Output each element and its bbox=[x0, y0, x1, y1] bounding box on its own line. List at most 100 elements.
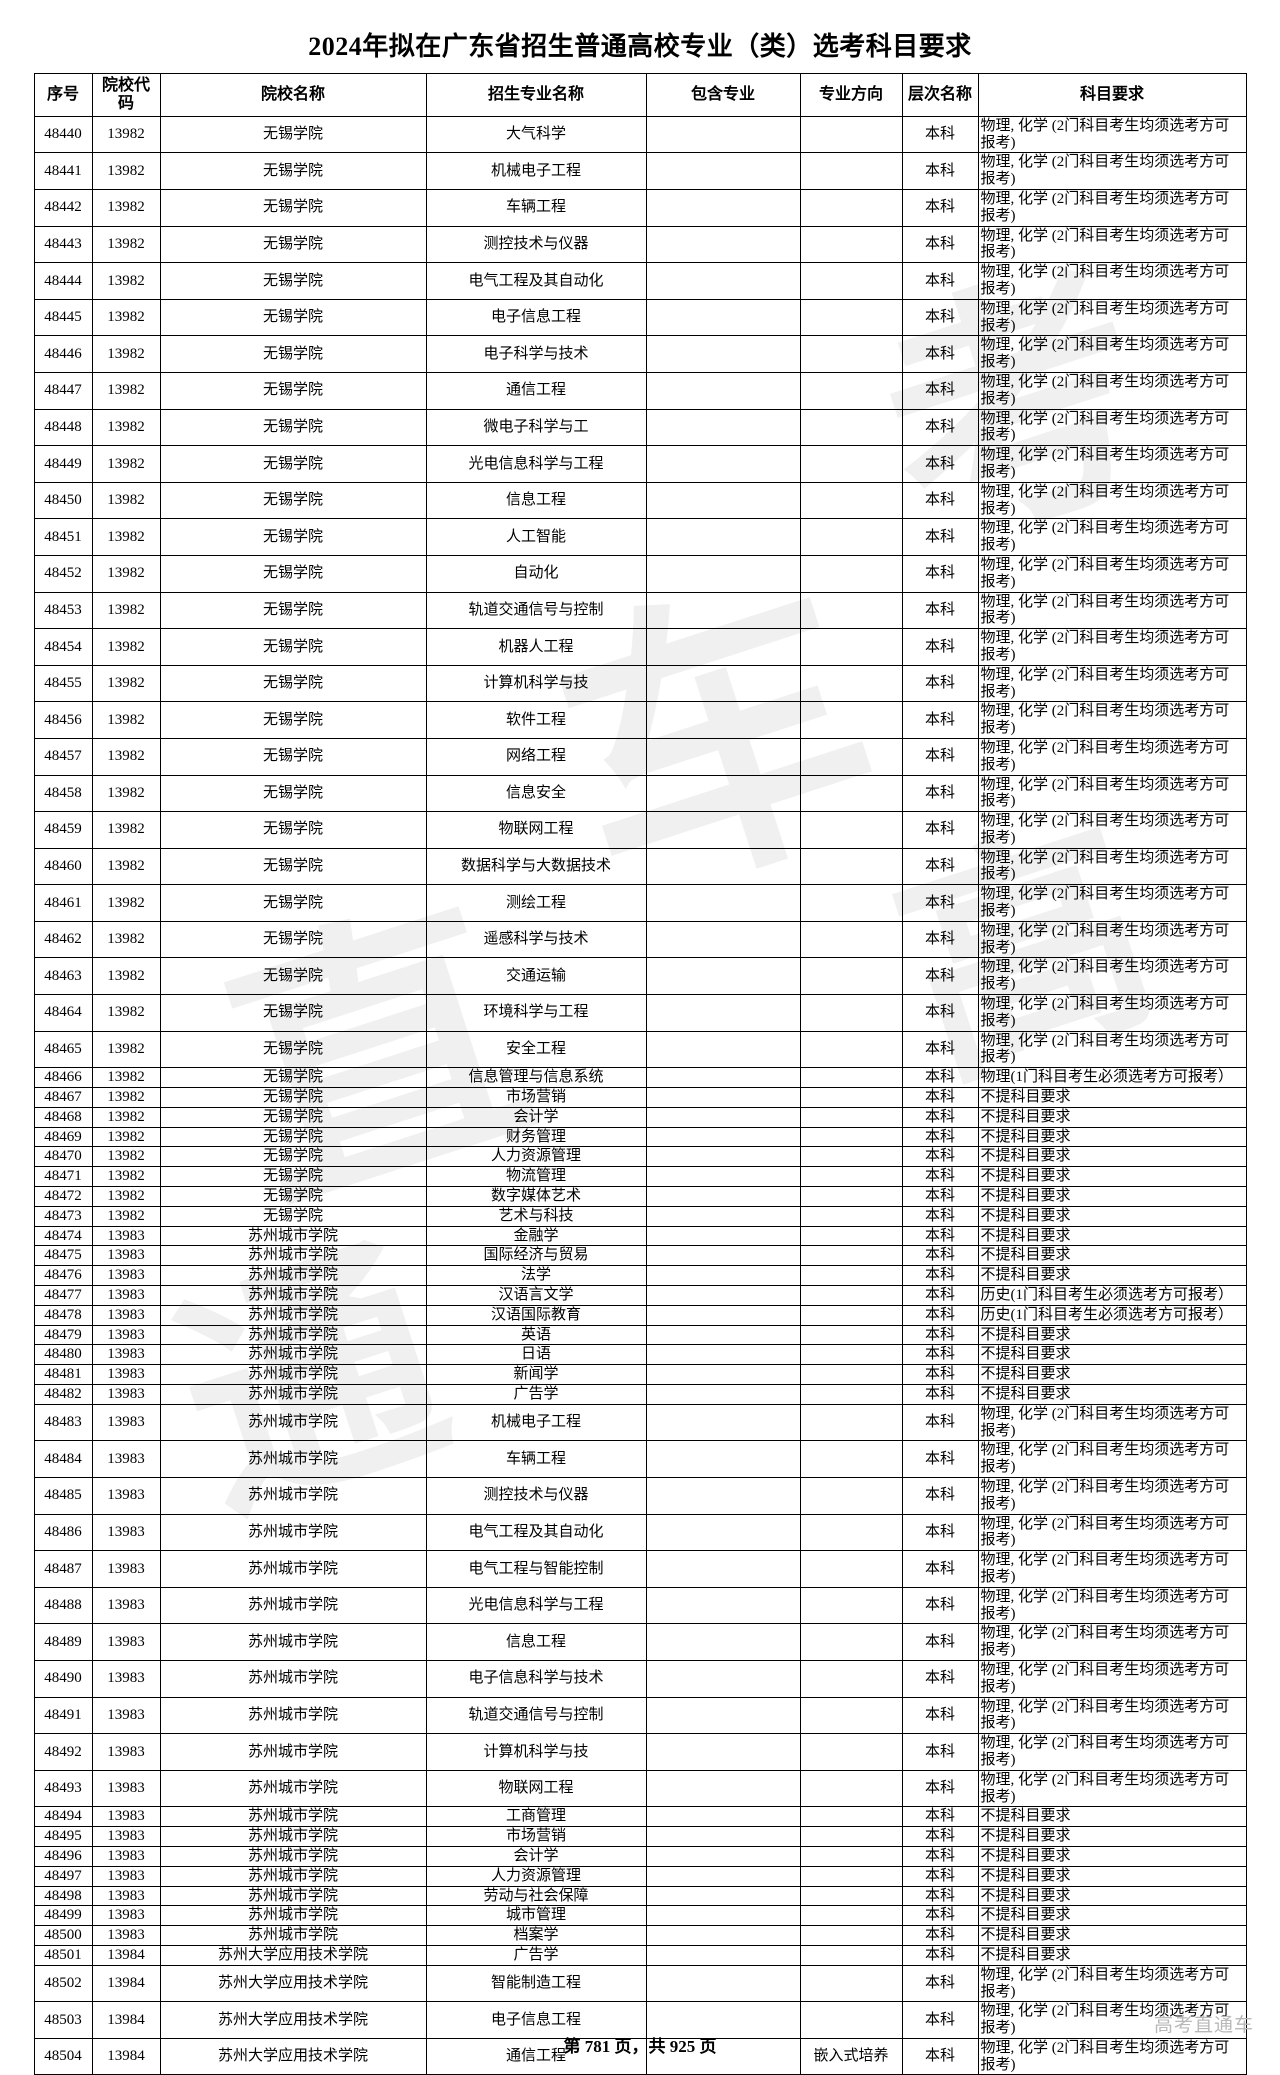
cell-major: 车辆工程 bbox=[425, 189, 647, 227]
table-row: 48471 13982 无锡学院 物流管理 本科 不提科目要求 bbox=[33, 1166, 1247, 1188]
cell-include bbox=[645, 1265, 801, 1287]
cell-major: 广告学 bbox=[425, 1944, 647, 1966]
cell-direction bbox=[799, 1845, 903, 1867]
cell-major: 人力资源管理 bbox=[425, 1865, 647, 1887]
cell-school: 无锡学院 bbox=[159, 1205, 427, 1227]
cell-level: 本科 bbox=[901, 1087, 979, 1108]
cell-seq: 48475 bbox=[33, 1245, 93, 1267]
cell-include bbox=[645, 554, 801, 593]
cell-level: 本科 bbox=[901, 1733, 979, 1771]
cell-seq: 48497 bbox=[33, 1865, 93, 1887]
cell-level: 本科 bbox=[901, 1384, 979, 1405]
cell-school: 苏州城市学院 bbox=[159, 1623, 427, 1661]
table-row: 48486 13983 苏州城市学院 电气工程及其自动化 本科 物理, 化学 (2门科目考… bbox=[33, 1513, 1247, 1552]
cell-school: 苏州城市学院 bbox=[159, 1513, 427, 1552]
cell-direction bbox=[799, 298, 903, 337]
cell-code: 13982 bbox=[91, 225, 161, 264]
cell-school: 无锡学院 bbox=[159, 1126, 427, 1148]
cell-code: 13982 bbox=[91, 445, 161, 483]
cell-requirement: 不提科目要求 bbox=[977, 1344, 1247, 1366]
cell-include bbox=[645, 481, 801, 520]
cell-major: 人力资源管理 bbox=[425, 1146, 647, 1168]
cell-seq: 48489 bbox=[33, 1623, 93, 1661]
cell-seq: 48451 bbox=[33, 518, 93, 556]
cell-seq: 48450 bbox=[33, 481, 93, 520]
cell-major: 新闻学 bbox=[425, 1364, 647, 1385]
table-row: 48451 13982 无锡学院 人工智能 本科 物理, 化学 (2门科目考生均须选考方可… bbox=[33, 518, 1247, 556]
cell-requirement: 物理, 化学 (2门科目考生均须选考方可报考) bbox=[977, 1440, 1247, 1478]
cell-level: 本科 bbox=[901, 628, 979, 666]
cell-major: 劳动与社会保障 bbox=[425, 1885, 647, 1907]
cell-include bbox=[645, 1205, 801, 1227]
cell-code: 13983 bbox=[91, 1265, 161, 1287]
table-row: 48478 13983 苏州城市学院 汉语国际教育 本科 历史(1门科目考生必须选考方可报… bbox=[33, 1304, 1247, 1326]
cell-include bbox=[645, 225, 801, 264]
cell-seq: 48492 bbox=[33, 1733, 93, 1771]
cell-level: 本科 bbox=[901, 591, 979, 630]
cell-include bbox=[645, 847, 801, 886]
cell-level: 本科 bbox=[901, 1806, 979, 1828]
cell-code: 13983 bbox=[91, 1384, 161, 1405]
cell-school: 无锡学院 bbox=[159, 884, 427, 922]
cell-direction bbox=[799, 1384, 903, 1405]
cell-direction bbox=[799, 1106, 903, 1128]
column-header-include: 包含专业 bbox=[645, 73, 801, 117]
cell-level: 本科 bbox=[901, 1826, 979, 1847]
cell-include bbox=[645, 1623, 801, 1661]
cell-direction bbox=[799, 408, 903, 447]
table-body: 48440 13982 无锡学院 大气科学 本科 物理, 化学 (2门科目考生均须选考方可… bbox=[33, 115, 1247, 2075]
cell-level: 本科 bbox=[901, 225, 979, 264]
cell-include bbox=[645, 115, 801, 154]
cell-major: 自动化 bbox=[425, 554, 647, 593]
cell-school: 无锡学院 bbox=[159, 701, 427, 739]
cell-requirement: 物理, 化学 (2门科目考生均须选考方可报考) bbox=[977, 1696, 1247, 1735]
cell-include bbox=[645, 1659, 801, 1698]
cell-major: 人工智能 bbox=[425, 518, 647, 556]
table-row: 48481 13983 苏州城市学院 新闻学 本科 不提科目要求 bbox=[33, 1364, 1247, 1385]
cell-school: 无锡学院 bbox=[159, 1030, 427, 1069]
cell-level: 本科 bbox=[901, 1304, 979, 1326]
cell-requirement: 物理, 化学 (2门科目考生均须选考方可报考) bbox=[977, 298, 1247, 337]
cell-level: 本科 bbox=[901, 811, 979, 849]
cell-school: 无锡学院 bbox=[159, 481, 427, 520]
cell-major: 遥感科学与技术 bbox=[425, 920, 647, 959]
cell-seq: 48462 bbox=[33, 920, 93, 959]
cell-direction bbox=[799, 628, 903, 666]
cell-direction bbox=[799, 1905, 903, 1927]
cell-code: 13982 bbox=[91, 628, 161, 666]
cell-direction bbox=[799, 518, 903, 556]
cell-include bbox=[645, 1865, 801, 1887]
cell-major: 英语 bbox=[425, 1324, 647, 1346]
column-header-code: 院校代码 bbox=[91, 73, 161, 117]
cell-level: 本科 bbox=[901, 1964, 979, 2003]
cell-requirement: 不提科目要求 bbox=[977, 1925, 1247, 1946]
cell-school: 苏州城市学院 bbox=[159, 1384, 427, 1405]
cell-code: 13983 bbox=[91, 1925, 161, 1946]
cell-seq: 48490 bbox=[33, 1659, 93, 1698]
cell-include bbox=[645, 1586, 801, 1625]
cell-code: 13983 bbox=[91, 1806, 161, 1828]
cell-major: 电子科学与技术 bbox=[425, 335, 647, 373]
page-footer: 第 781 页，共 925 页 bbox=[563, 2037, 717, 2057]
cell-include bbox=[645, 1696, 801, 1735]
table-header: 序号 院校代码 院校名称 招生专业名称 包含专业 专业方向 层次名称 科目要求 bbox=[33, 73, 1247, 117]
cell-school: 苏州城市学院 bbox=[159, 1476, 427, 1515]
cell-major: 信息工程 bbox=[425, 481, 647, 520]
cell-include bbox=[645, 628, 801, 666]
cell-code: 13982 bbox=[91, 262, 161, 300]
cell-seq: 48471 bbox=[33, 1166, 93, 1188]
cell-requirement: 物理, 化学 (2门科目考生均须选考方可报考) bbox=[977, 811, 1247, 849]
cell-include bbox=[645, 262, 801, 300]
cell-seq: 48467 bbox=[33, 1087, 93, 1108]
cell-include bbox=[645, 1964, 801, 2003]
table-row: 48461 13982 无锡学院 测绘工程 本科 物理, 化学 (2门科目考生均须选考方可… bbox=[33, 884, 1247, 922]
cell-level: 本科 bbox=[901, 884, 979, 922]
table-row: 48458 13982 无锡学院 信息安全 本科 物理, 化学 (2门科目考生均须选考方可… bbox=[33, 774, 1247, 813]
cell-seq: 48488 bbox=[33, 1586, 93, 1625]
cell-level: 本科 bbox=[901, 335, 979, 373]
cell-school: 苏州大学应用技术学院 bbox=[159, 1964, 427, 2003]
cell-requirement: 物理, 化学 (2门科目考生均须选考方可报考) bbox=[977, 481, 1247, 520]
cell-seq: 48466 bbox=[33, 1067, 93, 1089]
cell-code: 13982 bbox=[91, 664, 161, 703]
cell-code: 13982 bbox=[91, 518, 161, 556]
